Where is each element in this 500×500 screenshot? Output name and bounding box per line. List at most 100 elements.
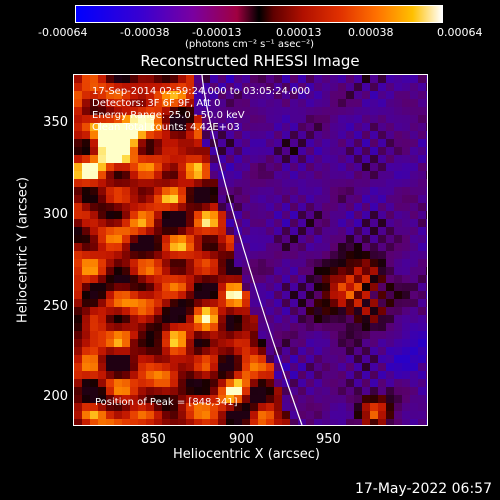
heatmap-cell [146, 115, 155, 124]
heatmap-cell [282, 99, 291, 108]
heatmap-cell [314, 387, 323, 396]
heatmap-cell [74, 83, 83, 92]
heatmap-cell [394, 251, 403, 260]
heatmap-cell [106, 275, 115, 284]
heatmap-cell [402, 323, 411, 332]
heatmap-cell [226, 307, 235, 316]
heatmap-cell [426, 139, 427, 148]
heatmap-cell [306, 211, 315, 220]
heatmap-cell [202, 283, 211, 292]
heatmap-cell [338, 219, 347, 228]
heatmap-cell [226, 419, 235, 425]
heatmap-cell [170, 307, 179, 316]
heatmap-cell [74, 203, 83, 212]
heatmap-cell [122, 411, 131, 420]
heatmap-cell [394, 387, 403, 396]
heatmap-cell [82, 419, 91, 425]
heatmap-cell [106, 203, 115, 212]
heatmap-cell [234, 315, 243, 324]
heatmap-cell [338, 259, 347, 268]
heatmap-cell [290, 267, 299, 276]
heatmap-cell [82, 259, 91, 268]
heatmap-cell [370, 299, 379, 308]
heatmap-cell [314, 283, 323, 292]
heatmap-cell [154, 331, 163, 340]
heatmap-cell [242, 123, 251, 132]
heatmap-cell [82, 115, 91, 124]
heatmap-cell [154, 347, 163, 356]
heatmap-cell [250, 107, 259, 116]
heatmap-cell [130, 403, 139, 412]
heatmap-cell [154, 251, 163, 260]
heatmap-cell [106, 123, 115, 132]
heatmap-cell [154, 291, 163, 300]
heatmap-cell [282, 251, 291, 260]
heatmap-cell [210, 211, 219, 220]
heatmap-cell [250, 299, 259, 308]
heatmap-cell [138, 243, 147, 252]
heatmap-cell [298, 235, 307, 244]
heatmap-cell [402, 243, 411, 252]
heatmap-cell [162, 235, 171, 244]
heatmap-cell [418, 219, 427, 228]
heatmap-cell [122, 227, 131, 236]
heatmap-cell [354, 355, 363, 364]
heatmap-cell [130, 203, 139, 212]
heatmap-cell [346, 147, 355, 156]
heatmap-cell [338, 291, 347, 300]
heatmap-cell [362, 267, 371, 276]
heatmap-cell [170, 403, 179, 412]
heatmap-cell [354, 307, 363, 316]
heatmap-cell [194, 163, 203, 172]
heatmap-cell [426, 163, 427, 172]
heatmap-cell [402, 403, 411, 412]
heatmap-cell [218, 323, 227, 332]
heatmap-cell [130, 395, 139, 404]
heatmap-cell [394, 315, 403, 324]
heatmap-cell [242, 307, 251, 316]
annotation-energy-range: Energy Range: 25.0 - 50.0 keV [92, 110, 245, 121]
heatmap-cell [274, 299, 283, 308]
heatmap-cell [402, 419, 411, 425]
heatmap-cell [218, 179, 227, 188]
heatmap-cell [314, 299, 323, 308]
heatmap-cell [314, 147, 323, 156]
heatmap-cell [418, 163, 427, 172]
heatmap-cell [90, 323, 99, 332]
heatmap-cell [130, 371, 139, 380]
heatmap-cell [354, 179, 363, 188]
heatmap-cell [370, 195, 379, 204]
heatmap-cell [122, 147, 131, 156]
heatmap-cell [98, 115, 107, 124]
heatmap-cell [290, 419, 299, 425]
heatmap-cell [322, 195, 331, 204]
heatmap-cell [354, 243, 363, 252]
heatmap-cell [162, 187, 171, 196]
heatmap-cell [130, 171, 139, 180]
heatmap-cell [170, 227, 179, 236]
heatmap-cell [362, 371, 371, 380]
heatmap-cell [162, 99, 171, 108]
heatmap-cell [330, 275, 339, 284]
heatmap-cell [386, 355, 395, 364]
heatmap-cell [154, 91, 163, 100]
heatmap-cell [426, 387, 427, 396]
heatmap-cell [178, 179, 187, 188]
heatmap-cell [346, 219, 355, 228]
heatmap-cell [242, 259, 251, 268]
heatmap-cell [146, 171, 155, 180]
heatmap-cell [250, 83, 259, 92]
heatmap-cell [346, 107, 355, 116]
heatmap-cell [426, 299, 427, 308]
heatmap-cell [426, 107, 427, 116]
heatmap-cell [74, 291, 83, 300]
heatmap-cell [210, 75, 219, 84]
heatmap-cell [306, 235, 315, 244]
heatmap-cell [194, 139, 203, 148]
heatmap-cell [74, 219, 83, 228]
heatmap-cell [114, 387, 123, 396]
heatmap-cell [218, 163, 227, 172]
colorbar-tick-label: 0.00038 [348, 26, 394, 39]
heatmap-cell [138, 395, 147, 404]
heatmap-cell [194, 259, 203, 268]
